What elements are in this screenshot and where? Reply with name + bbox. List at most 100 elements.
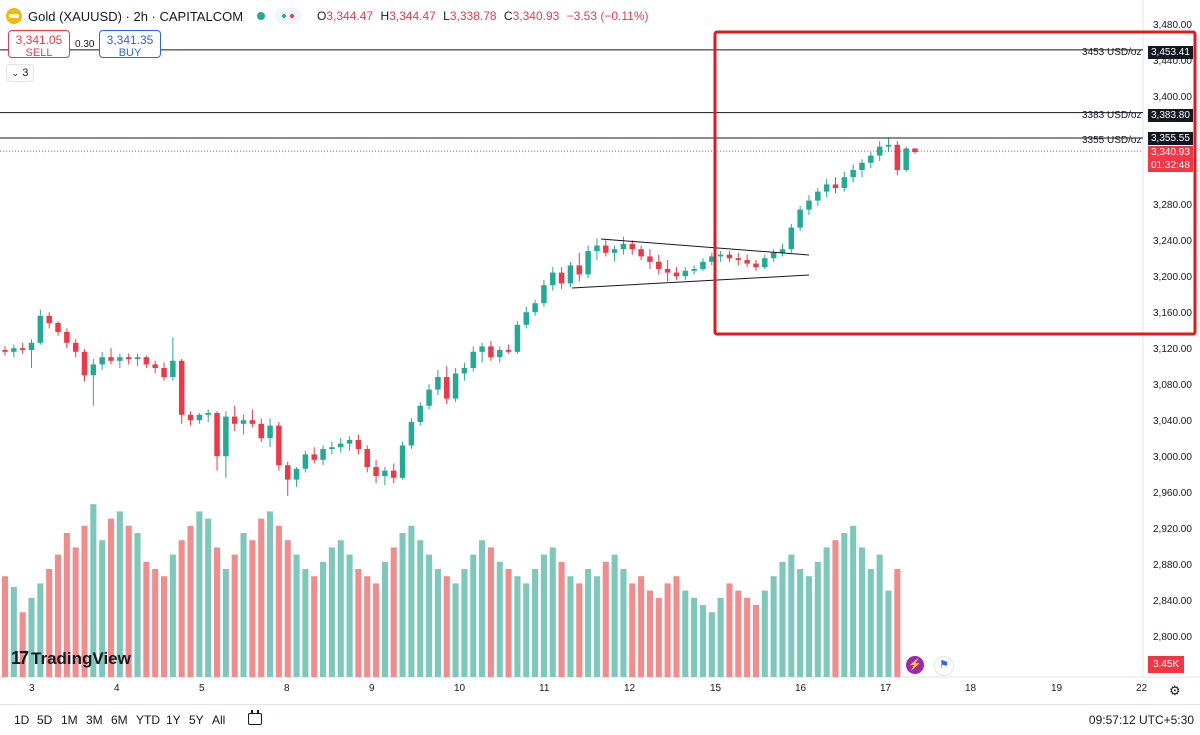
volume-bar: [841, 533, 848, 677]
candle-body: [249, 420, 256, 424]
market-open-indicator-icon: [257, 12, 266, 20]
volume-bar: [540, 554, 547, 677]
volume-bar: [699, 605, 706, 677]
timeframe-ytd[interactable]: YTD: [136, 713, 160, 727]
volume-bar: [452, 583, 459, 677]
volume-bar: [63, 533, 70, 677]
price-tick-label: 3,400.00: [1153, 92, 1192, 103]
candle-body: [903, 148, 909, 170]
candle-body: [320, 449, 326, 460]
volume-bar: [293, 554, 300, 677]
indicators-toggle-button[interactable]: ⌄ 3: [6, 64, 34, 82]
buy-button[interactable]: 3,341.35 BUY: [99, 30, 161, 59]
volume-bar: [549, 547, 556, 677]
candle-body: [11, 348, 17, 352]
volume-bar: [443, 576, 450, 677]
candle-body: [2, 350, 8, 352]
candle-body: [231, 416, 238, 424]
volume-bar: [585, 569, 592, 677]
open-label: O: [317, 9, 327, 23]
timeframe-1m[interactable]: 1M: [61, 713, 78, 727]
volume-bar: [514, 576, 521, 677]
candle-body: [841, 177, 848, 188]
candle-body: [770, 252, 777, 259]
timeframe-6m[interactable]: 6M: [111, 713, 128, 727]
volume-bar: [788, 554, 795, 677]
time-tick-label: 9: [369, 683, 375, 694]
candle-body: [470, 351, 476, 368]
volume-bar: [214, 547, 221, 677]
bottom-toolbar: 1D 5D 1M 3M 6M YTD 1Y 5Y All 09:57:12 UT…: [0, 704, 1200, 735]
candle-body: [178, 360, 185, 415]
volume-bar: [258, 518, 265, 677]
timeframe-5d[interactable]: 5D: [37, 713, 53, 727]
calendar-icon[interactable]: [248, 710, 262, 725]
volume-bar: [346, 554, 353, 677]
tradingview-logo[interactable]: 17 TradingView: [11, 648, 131, 669]
time-tick-label: 10: [454, 683, 466, 694]
chevron-down-icon: ⌄: [11, 67, 20, 78]
timeframe-5y[interactable]: 5Y: [189, 713, 204, 727]
volume-tag: 3.45K: [1148, 656, 1185, 673]
volume-bar: [373, 583, 380, 677]
lightning-icon[interactable]: ⚡: [906, 656, 924, 674]
volume-bar: [576, 583, 583, 677]
price-tick-label: 2,920.00: [1153, 524, 1192, 535]
volume-bar: [417, 540, 424, 677]
level-label-3355: 3355 USD/oz: [1082, 135, 1142, 146]
candle-body: [726, 254, 733, 259]
volume-bar: [434, 569, 441, 677]
volume-bar: [134, 533, 141, 677]
candle-body: [779, 249, 786, 253]
candle-body: [647, 256, 653, 262]
candle-body: [452, 373, 459, 399]
volume-bar: [28, 597, 35, 677]
ohlc-values: O3,344.47 H3,344.47 L3,338.78 C3,340.93 …: [317, 9, 648, 23]
timeframe-1d[interactable]: 1D: [14, 713, 30, 727]
candle-body: [258, 423, 264, 439]
price-tick-label: 2,840.00: [1153, 596, 1192, 607]
us-flag-icon[interactable]: ⚑: [934, 656, 954, 676]
candle-body: [196, 414, 203, 421]
candle-body: [170, 360, 176, 377]
candle-body: [638, 249, 644, 257]
volume-bar: [205, 518, 212, 677]
candle-body: [293, 468, 300, 480]
sell-button[interactable]: 3,341.05 SELL: [8, 30, 70, 59]
candle-body: [682, 270, 689, 277]
candle-body: [399, 445, 406, 478]
candle-body: [99, 357, 105, 365]
volume-bar: [169, 554, 176, 677]
candle-body: [28, 342, 35, 350]
candle-body: [161, 368, 167, 377]
change-value: −3.53 (−0.11%): [566, 9, 649, 23]
candle-body: [143, 357, 150, 365]
price-tick-label: 3,040.00: [1153, 416, 1192, 427]
timeframe-all[interactable]: All: [212, 713, 226, 727]
candle-body: [55, 323, 61, 332]
gear-icon[interactable]: ⚙: [1169, 683, 1181, 698]
volume-bar: [655, 597, 662, 677]
volume-bar: [638, 576, 645, 677]
timeframe-3m[interactable]: 3M: [86, 713, 103, 727]
volume-bar: [858, 547, 866, 677]
candle-body: [744, 260, 750, 264]
volume-bar: [143, 561, 150, 677]
volume-bar: [320, 561, 327, 677]
open-value: 3,344.47: [326, 9, 374, 23]
candle-body: [514, 324, 521, 352]
clock[interactable]: 09:57:12 UTC+5:30: [1088, 713, 1194, 727]
candle-body: [72, 342, 79, 352]
candle-body: [276, 425, 282, 466]
volume-bar: [558, 561, 565, 677]
candle-body: [691, 269, 697, 271]
volume-bar: [620, 569, 627, 677]
candle-body: [37, 315, 44, 343]
candle-body: [815, 191, 821, 201]
volume-bar: [479, 540, 486, 677]
symbol-title[interactable]: Gold (XAUUSD) · 2h · CAPITALCOM: [28, 8, 244, 24]
data-status-icon[interactable]: [275, 8, 302, 24]
volume-bar: [284, 540, 291, 677]
timeframe-1y[interactable]: 1Y: [166, 713, 181, 727]
